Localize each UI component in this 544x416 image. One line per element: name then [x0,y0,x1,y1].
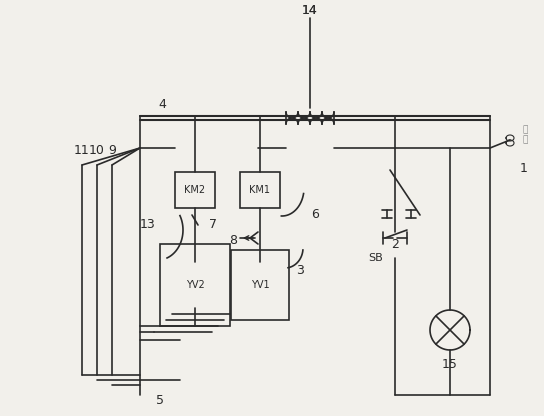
Text: YV2: YV2 [186,280,205,290]
Text: 10: 10 [89,144,105,156]
Text: YV1: YV1 [251,280,269,290]
Bar [178,262,212,308]
Bar [175,172,215,208]
Text: 1: 1 [520,161,528,174]
Bar [172,256,218,314]
Text: 7: 7 [209,218,217,231]
Text: 14: 14 [302,3,318,17]
Text: 9: 9 [108,144,116,156]
Bar [240,172,280,208]
Bar [237,256,283,314]
Text: 输: 输 [522,126,528,134]
Text: 8: 8 [229,233,237,247]
Text: 15: 15 [442,359,458,371]
Text: 5: 5 [156,394,164,406]
Text: SB: SB [368,253,383,263]
Text: 14: 14 [302,3,318,17]
Text: KM2: KM2 [184,185,206,195]
Text: 11: 11 [74,144,90,156]
Bar [166,250,224,320]
Text: KM1: KM1 [250,185,270,195]
Text: 入: 入 [522,136,528,144]
Bar [160,244,230,326]
Text: 13: 13 [140,218,156,231]
Text: 2: 2 [391,238,399,252]
Bar [231,250,289,320]
Text: 4: 4 [158,97,166,111]
Text: 6: 6 [311,208,319,221]
Text: 3: 3 [296,263,304,277]
Bar [243,262,277,308]
